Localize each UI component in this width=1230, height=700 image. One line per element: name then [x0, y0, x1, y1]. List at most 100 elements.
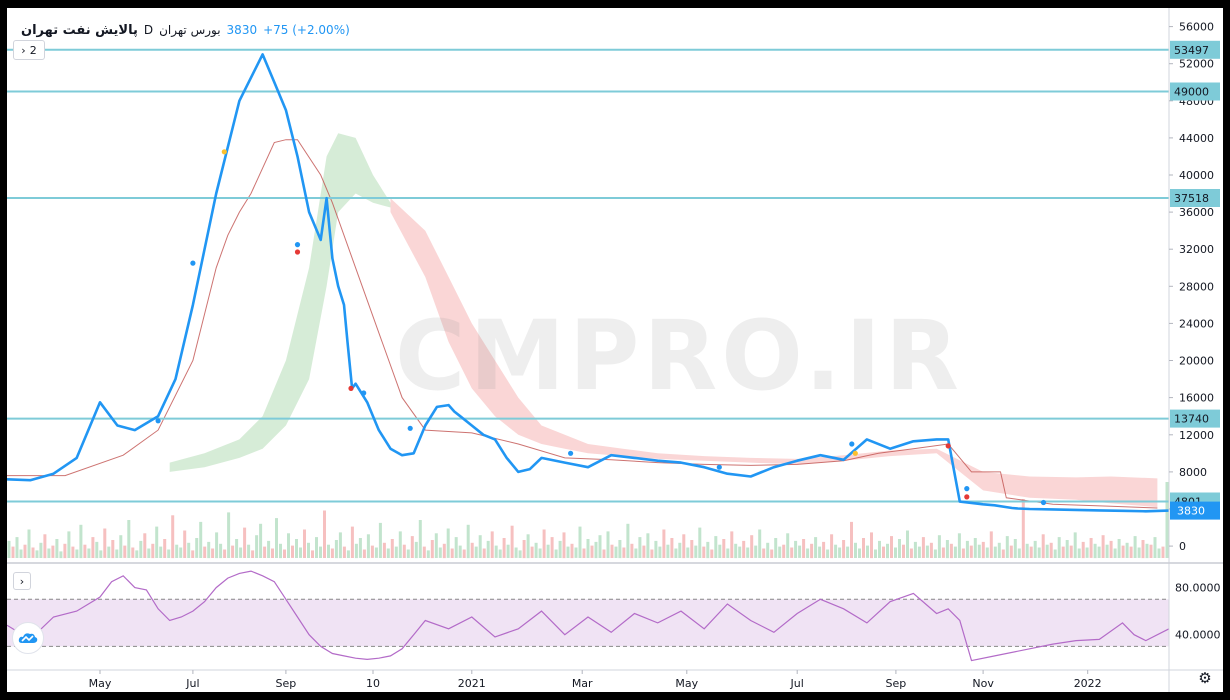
volume-bar	[79, 524, 83, 559]
volume-bar	[630, 543, 634, 559]
volume-bar	[231, 545, 235, 558]
volume-bar	[191, 550, 195, 558]
signal-marker	[190, 260, 196, 266]
volume-bar	[921, 537, 925, 558]
volume-bar	[898, 539, 901, 558]
volume-bar	[1037, 547, 1041, 558]
volume-bar	[227, 512, 231, 558]
volume-bar	[638, 537, 642, 558]
volume-bar	[291, 545, 294, 558]
signal-marker	[964, 494, 970, 500]
volume-bar	[794, 540, 798, 558]
volume-bar	[342, 546, 346, 558]
signal-marker	[945, 443, 951, 449]
volume-bar	[275, 518, 278, 558]
volume-bar	[993, 546, 997, 558]
rsi-collapse-button[interactable]: ›	[13, 572, 31, 590]
volume-bar	[514, 547, 518, 558]
volume-bar	[187, 542, 191, 558]
chart-svg: 0400080001200016000200002400028000320003…	[7, 8, 1223, 692]
volume-bar	[678, 542, 682, 558]
signal-marker	[155, 418, 161, 424]
volume-bar	[91, 537, 95, 558]
volume-bar	[929, 542, 933, 558]
volume-bar	[622, 547, 626, 558]
volume-bar	[47, 548, 51, 558]
volume-bar	[973, 538, 977, 558]
volume-bar	[327, 544, 330, 558]
volume-bar	[43, 534, 47, 559]
volume-bar	[1165, 482, 1169, 558]
volume-bar	[917, 546, 921, 558]
volume-bar	[299, 547, 302, 558]
volume-bar	[1137, 547, 1141, 558]
volume-bar	[171, 515, 175, 559]
volume-bar	[1141, 540, 1145, 559]
volume-bar	[810, 543, 814, 559]
volume-bar	[846, 546, 850, 558]
volume-bar	[718, 544, 722, 558]
volume-bar	[738, 546, 742, 558]
volume-bar	[782, 544, 786, 558]
price-tick-label: 0	[1179, 540, 1186, 553]
indicators-toggle-button[interactable]: › 2	[13, 40, 45, 60]
level-label-bg	[1170, 409, 1220, 428]
volume-bar	[686, 547, 690, 558]
volume-bar	[546, 544, 550, 558]
volume-bar	[710, 549, 714, 558]
rsi-band	[7, 599, 1169, 647]
volume-bar	[323, 510, 326, 558]
signal-marker	[852, 450, 858, 456]
volume-bar	[99, 550, 103, 558]
volume-bar	[446, 528, 450, 558]
volume-bar	[766, 542, 770, 558]
volume-bar	[63, 543, 67, 559]
volume-bar	[842, 540, 846, 559]
last-price-label-bg	[1170, 501, 1220, 520]
volume-bar	[770, 549, 774, 558]
volume-bar	[894, 547, 897, 558]
volume-bar	[1117, 539, 1121, 558]
volume-bar	[1129, 546, 1133, 558]
level-label-bg	[1170, 189, 1220, 207]
volume-bar	[279, 543, 282, 559]
volume-bar	[1081, 541, 1085, 559]
volume-bar	[778, 546, 782, 558]
volume-bar	[386, 548, 390, 558]
volume-bar	[1089, 538, 1093, 558]
volume-bar	[474, 546, 478, 558]
volume-bar	[1153, 537, 1157, 558]
volume-bar	[906, 530, 909, 558]
volume-bar	[163, 539, 167, 558]
volume-bar	[614, 546, 618, 558]
volume-bar	[802, 539, 806, 558]
volume-bar	[550, 537, 554, 558]
cloud-logo-icon[interactable]	[12, 622, 44, 654]
volume-bar	[722, 539, 726, 558]
chevron-right-icon: ›	[21, 43, 26, 57]
volume-bar	[953, 546, 957, 558]
volume-bar	[858, 548, 861, 558]
horizontal-levels[interactable]	[7, 48, 1169, 503]
price-tick-label: 44000	[1179, 132, 1214, 145]
volume-bar	[11, 546, 15, 558]
volume-bar	[410, 536, 414, 558]
volume-bar	[822, 541, 826, 559]
volume-bar	[319, 546, 322, 558]
symbol-name[interactable]: پالایش نفت تهران	[21, 22, 138, 38]
volume-bar	[354, 543, 358, 559]
volume-bar	[1013, 539, 1017, 558]
volume-bar	[247, 544, 251, 558]
volume-bar	[706, 541, 710, 559]
volume-bar	[151, 543, 155, 559]
kijun-line	[7, 139, 1158, 509]
volume-bar	[107, 546, 111, 558]
interval-label[interactable]: D	[143, 23, 154, 37]
price-line-group	[7, 53, 1170, 513]
axes: 0400080001200016000200002400028000320003…	[7, 8, 1223, 692]
volume-bar	[1045, 544, 1049, 558]
settings-gear-icon[interactable]: ⚙	[1198, 669, 1212, 687]
cloud-bearish	[390, 198, 1158, 508]
volume-bar	[259, 523, 263, 558]
